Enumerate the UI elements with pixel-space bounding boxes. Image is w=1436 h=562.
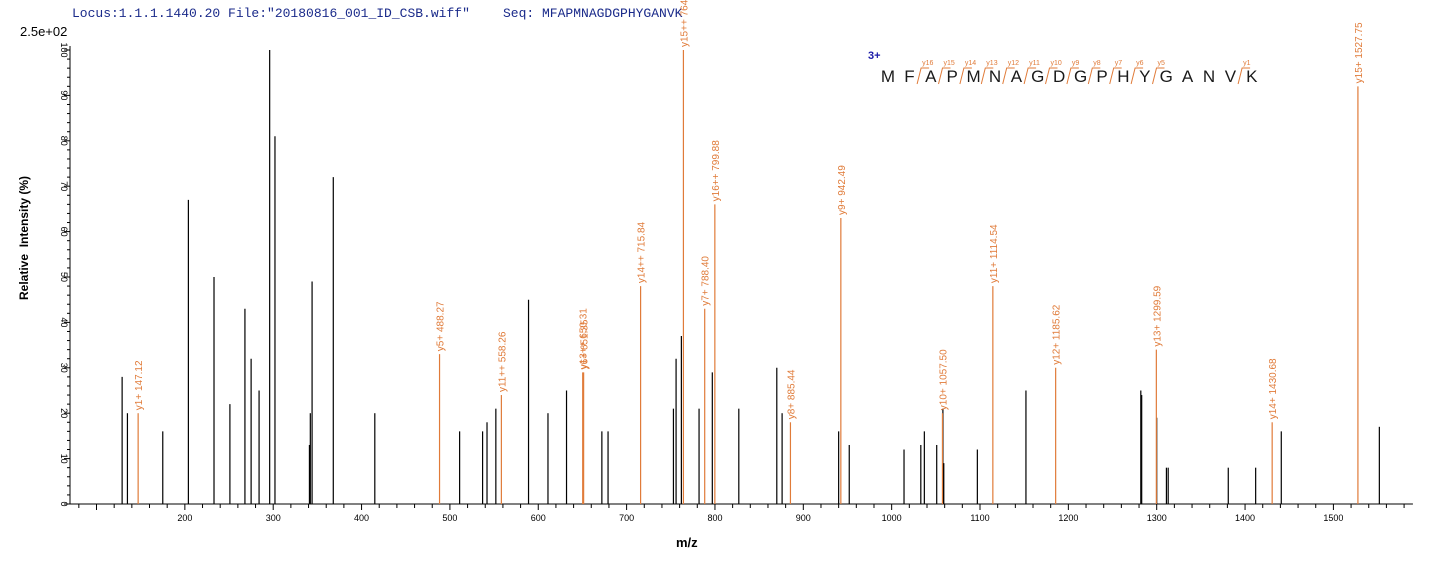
peak-annotation: y14+ 1430.68: [1268, 358, 1279, 419]
sequence-residue: P: [947, 67, 958, 86]
fragment-marker: [1109, 67, 1122, 85]
fragment-label: y10: [1051, 60, 1062, 67]
y-tick-label: 50: [59, 272, 69, 282]
fragment-marker: [1087, 67, 1101, 85]
sequence-residue: M: [967, 67, 981, 86]
fragment-label: y9: [1072, 60, 1080, 67]
sequence-residue: H: [1117, 67, 1129, 86]
peak-annotation: y15+ 1527.75: [1354, 22, 1365, 83]
y-tick-label: 70: [59, 181, 69, 191]
fragment-marker: [959, 67, 972, 85]
sequence-residue: A: [1011, 67, 1023, 86]
x-tick-label: 200: [177, 513, 192, 523]
peak-annotation: y14++ 715.84: [637, 221, 648, 283]
fragment-marker: [1023, 67, 1037, 85]
sequence-residue: N: [989, 67, 1001, 86]
sequence-residue: F: [904, 67, 914, 86]
y-tick-label: 30: [59, 363, 69, 373]
sequence-residue: D: [1053, 67, 1065, 86]
fragment-marker: [1045, 67, 1058, 85]
x-tick-label: 1100: [970, 513, 989, 523]
fragment-marker: [916, 67, 930, 85]
x-tick-label: 300: [266, 513, 281, 523]
y-tick-label: 80: [59, 136, 69, 146]
sequence-residue: K: [1246, 67, 1258, 86]
peak-annotation: y9+ 942.49: [837, 165, 848, 215]
sequence-residue: G: [1160, 67, 1173, 86]
fragment-label: y16: [922, 60, 933, 67]
x-tick-label: 800: [707, 513, 722, 523]
peak-annotation: y8+ 885.44: [786, 369, 797, 419]
charge-state-label: 3+: [868, 50, 881, 62]
x-tick-label: 400: [354, 513, 369, 523]
peak-annotation: y5+ 488.27: [436, 301, 447, 351]
peak-annotation: y7+ 788.40: [701, 256, 712, 306]
sequence-residue: V: [1225, 67, 1237, 86]
x-axis-label: m/z: [676, 535, 698, 550]
peak-annotation: y13++ 650.31: [579, 308, 590, 370]
sequence-residue: A: [925, 67, 937, 86]
fragment-label: y6: [1136, 60, 1144, 67]
sequence-residue: M: [881, 67, 895, 86]
sequence-residue: N: [1203, 67, 1215, 86]
sequence-residue: A: [1182, 67, 1194, 86]
x-tick-label: 1300: [1147, 513, 1167, 523]
fragment-label: y7: [1115, 60, 1123, 67]
sequence-residue: G: [1074, 67, 1087, 86]
x-tick-label: 1200: [1058, 513, 1078, 523]
fragment-label: y5: [1158, 60, 1166, 67]
fragment-label: y12: [1008, 60, 1019, 67]
fragment-label: y8: [1093, 60, 1101, 67]
peak-annotation: y13+ 1299.59: [1152, 285, 1163, 346]
fragment-label: y11: [1029, 60, 1040, 67]
y-tick-label: 60: [59, 227, 69, 237]
sequence-header: Seq: MFAPMNAGDGPHYGANVK: [503, 6, 683, 21]
sequence-residue: Y: [1139, 67, 1150, 86]
y-tick-label: 20: [59, 408, 69, 418]
fragment-marker: [1066, 67, 1079, 85]
x-tick-label: 1400: [1235, 513, 1255, 523]
intensity-scale-label: 2.5e+02: [20, 24, 68, 39]
y-tick-label: 0: [59, 501, 69, 506]
x-tick-label: 600: [531, 513, 546, 523]
peak-annotation: y6+ 651.35: [580, 319, 591, 369]
fragment-label: y13: [986, 60, 997, 67]
peak-annotation: y11++ 558.26: [497, 331, 508, 392]
fragment-label: y1: [1243, 60, 1251, 67]
x-tick-label: 900: [796, 513, 811, 523]
x-tick-label: 1500: [1323, 513, 1343, 523]
x-tick-label: 700: [619, 513, 634, 523]
fragment-marker: [1152, 67, 1165, 85]
locus-file-header: Locus:1.1.1.1440.20 File:"20180816_001_I…: [72, 6, 470, 21]
peak-annotation: y11+ 1114.54: [989, 224, 1000, 283]
sequence-residue: P: [1096, 67, 1107, 86]
y-tick-label: 40: [59, 317, 69, 327]
x-tick-label: 500: [442, 513, 457, 523]
fragment-label: y15: [944, 60, 955, 67]
peak-annotation: y10+ 1057.50: [938, 349, 949, 410]
peak-annotation: y15++ 764.3: [679, 0, 690, 47]
fragment-marker: [1002, 67, 1015, 85]
y-tick-label: 90: [59, 90, 69, 100]
fragment-label: y14: [965, 60, 976, 67]
peak-annotation: y1+ 147.12: [134, 360, 145, 410]
fragment-marker: [938, 67, 951, 85]
y-tick-label: 100: [59, 42, 69, 57]
x-tick-label: 1000: [882, 513, 902, 523]
fragment-marker: [980, 67, 994, 85]
sequence-residue: G: [1031, 67, 1044, 86]
peak-annotation: y16++ 799.88: [711, 140, 722, 202]
peak-annotation: y12+ 1185.62: [1052, 304, 1063, 365]
fragment-marker: [1130, 67, 1144, 85]
y-tick-label: 10: [59, 454, 69, 464]
fragment-marker: [1237, 67, 1251, 85]
